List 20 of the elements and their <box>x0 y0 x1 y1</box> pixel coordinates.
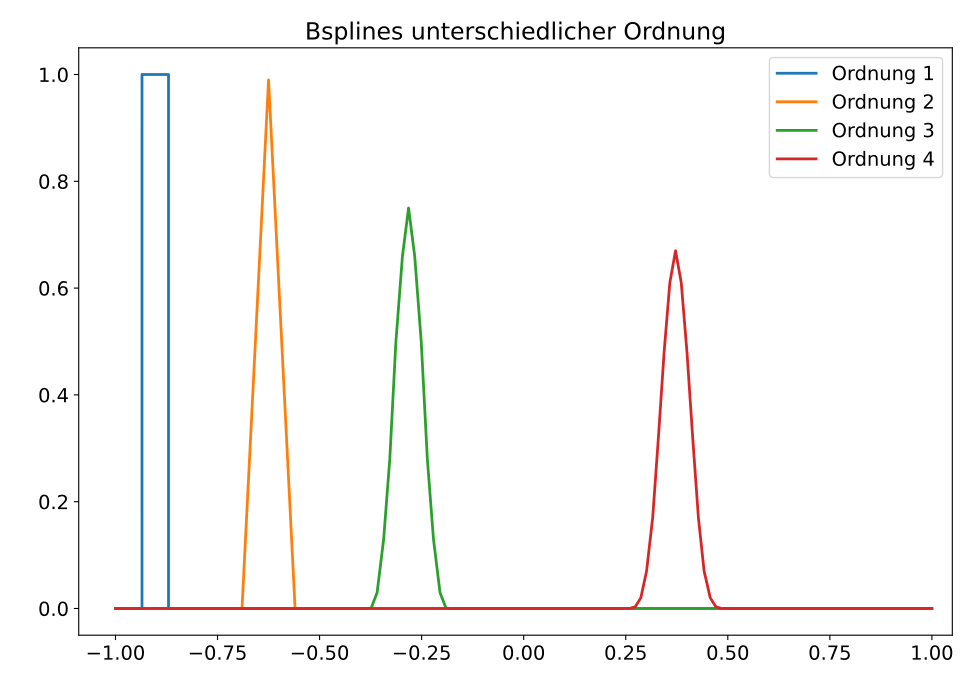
y-tick-label: 0.2 <box>39 494 68 510</box>
x-tick-label: −0.50 <box>292 645 348 660</box>
chart-title: Bsplines unterschiedlicher Ordnung <box>307 22 724 44</box>
x-tick-label: −1.00 <box>88 645 144 660</box>
legend-label: Ordnung 1 <box>832 65 934 84</box>
x-tick-label: 1.00 <box>912 645 952 660</box>
y-tick-label: 0.4 <box>39 388 68 403</box>
y-tick-label: 0.8 <box>39 174 68 189</box>
x-tick-label: −0.25 <box>394 645 450 660</box>
y-tick-label: 1.0 <box>40 67 68 82</box>
legend-label: Ordnung 3 <box>832 122 934 142</box>
y-tick-label: 0.0 <box>39 601 68 616</box>
x-tick-label: 0.00 <box>503 645 544 660</box>
x-tick-label: 0.50 <box>707 645 748 660</box>
x-tick-label: 0.75 <box>809 645 850 660</box>
legend-label: Ordnung 2 <box>832 94 933 113</box>
x-tick-label: −0.75 <box>190 645 246 660</box>
x-tick-label: 0.25 <box>605 645 646 660</box>
legend-label: Ordnung 4 <box>832 150 934 170</box>
y-tick-label: 0.6 <box>39 281 68 296</box>
